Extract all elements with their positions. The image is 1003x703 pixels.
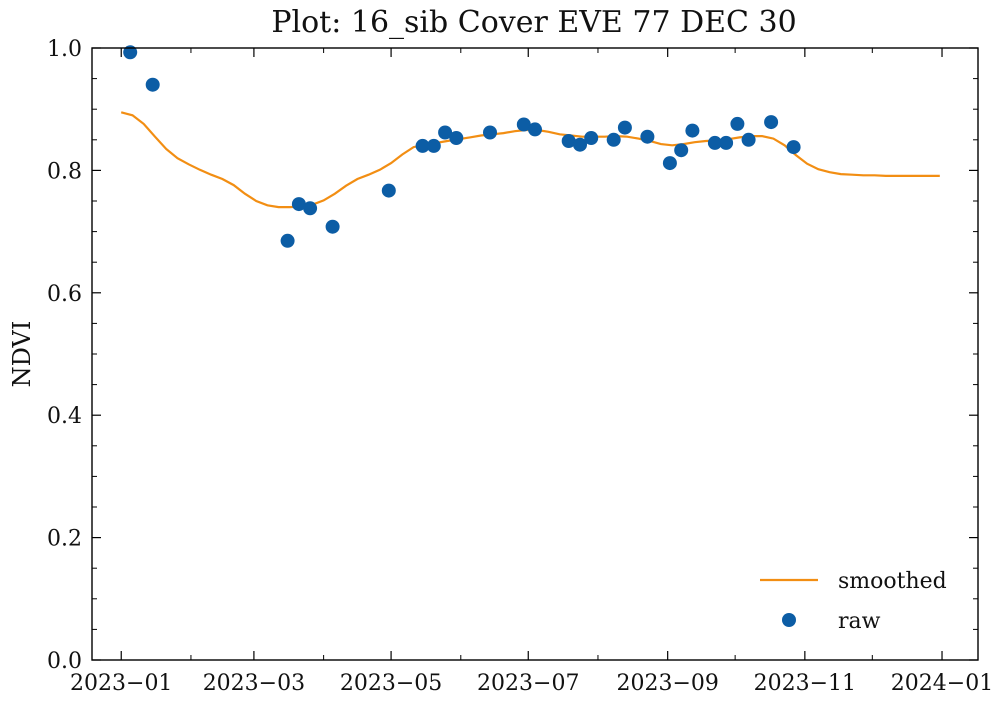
raw-point — [707, 135, 722, 150]
raw-point — [674, 143, 689, 158]
raw-point — [573, 137, 587, 152]
raw-point — [123, 45, 138, 60]
raw-point — [764, 115, 779, 130]
raw-point — [786, 140, 801, 155]
raw-point — [741, 132, 756, 147]
x-tick-label: 2023−11 — [754, 671, 856, 696]
y-tick-label: 0.4 — [47, 404, 82, 429]
x-tick-label: 2024−01 — [891, 671, 993, 696]
raw-point — [291, 197, 306, 212]
plot-area — [120, 45, 940, 248]
raw-point — [381, 183, 396, 198]
raw-point — [662, 156, 677, 171]
chart-title: Plot: 16_sib Cover EVE 77 DEC 30 — [271, 5, 796, 40]
raw-point — [426, 138, 441, 153]
y-axis-label: NDVI — [8, 321, 36, 388]
legend-smoothed-label: smoothed — [838, 569, 947, 594]
x-tick-label: 2023−09 — [616, 671, 718, 696]
raw-point — [516, 117, 531, 132]
raw-point — [438, 125, 453, 140]
raw-point — [325, 219, 340, 234]
y-tick-label: 0.0 — [47, 649, 82, 674]
y-tick-label: 0.8 — [47, 159, 82, 184]
raw-point — [640, 129, 655, 144]
y-tick-label: 0.6 — [47, 282, 82, 307]
raw-point — [606, 132, 621, 147]
axis-ticks: 2023−01 2023−03 2023−05 2023−07 2023−09 2023−… — [47, 37, 993, 696]
raw-point — [561, 134, 576, 148]
raw-point — [719, 135, 734, 150]
x-tick-label: 2023−01 — [70, 671, 172, 696]
legend-raw-label: raw — [838, 609, 881, 634]
raw-point — [685, 123, 700, 138]
raw-point — [617, 120, 632, 135]
x-tick-label: 2023−05 — [340, 671, 442, 696]
raw-point — [303, 201, 318, 216]
raw-point — [483, 125, 497, 140]
raw-point — [145, 77, 160, 92]
x-tick-label: 2023−03 — [203, 671, 305, 696]
raw-point — [584, 131, 599, 145]
y-tick-label: 0.2 — [47, 527, 82, 552]
raw-point — [528, 122, 542, 137]
raw-point — [730, 116, 745, 131]
x-tick-label: 2023−07 — [477, 671, 579, 696]
raw-point — [280, 233, 295, 248]
legend-raw-marker — [782, 613, 796, 627]
y-tick-label: 1.0 — [47, 37, 82, 62]
legend: smoothed raw — [760, 569, 947, 634]
raw-point — [415, 138, 430, 153]
raw-point — [449, 131, 464, 145]
